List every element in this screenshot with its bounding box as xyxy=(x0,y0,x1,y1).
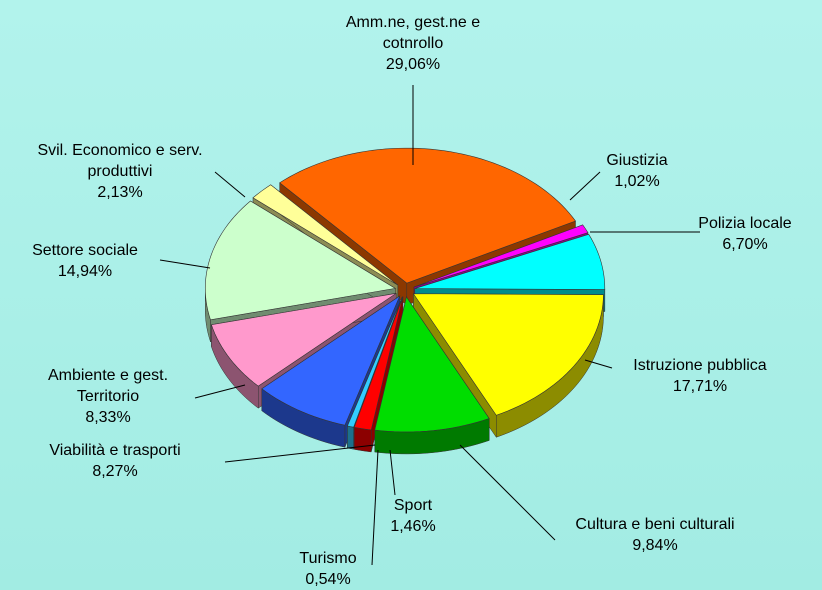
slice-side xyxy=(353,427,372,453)
leader-line xyxy=(214,171,246,198)
leader-line xyxy=(459,444,556,541)
category-name: Cultura e beni culturali xyxy=(575,516,735,533)
category-name: Viabilità e trasporti xyxy=(49,442,181,459)
category-name: Istruzione pubblica xyxy=(633,357,767,374)
slice xyxy=(211,293,397,387)
category-name: Polizia locale xyxy=(698,215,792,232)
slice-label: Ambiente e gest. Territorio 8,33% xyxy=(3,365,213,428)
percent-label: 1,46% xyxy=(390,518,436,535)
leader-line xyxy=(159,259,211,269)
percent-label: 8,33% xyxy=(85,409,131,426)
category-name: Svil. Economico e serv. produttivi xyxy=(37,142,203,180)
leader-line xyxy=(194,384,246,399)
category-name: Giustizia xyxy=(606,152,668,169)
leader-line xyxy=(569,171,601,201)
slice xyxy=(374,296,490,455)
category-name: Amm.ne, gest.ne e cotnrollo xyxy=(345,14,481,52)
slice xyxy=(414,233,606,290)
percent-label: 14,94% xyxy=(57,263,113,280)
slice-label: Istruzione pubblica 17,71% xyxy=(595,355,805,397)
slice-side xyxy=(347,425,354,450)
slice xyxy=(279,147,576,284)
slice xyxy=(204,200,397,321)
slice xyxy=(353,296,404,453)
slice-label: Giustizia 1,02% xyxy=(532,150,742,192)
slice-label: Amm.ne, gest.ne e cotnrollo 29,06% xyxy=(308,12,518,75)
percent-label: 2,13% xyxy=(97,184,143,201)
slice xyxy=(353,296,404,431)
percent-label: 8,27% xyxy=(92,463,138,480)
slice-label: Polizia locale 6,70% xyxy=(640,213,822,255)
slice xyxy=(346,296,403,428)
percent-label: 1,02% xyxy=(614,173,660,190)
slice xyxy=(261,295,401,448)
slice xyxy=(261,295,401,426)
category-name: Settore sociale xyxy=(32,242,138,259)
percent-label: 6,70% xyxy=(722,236,768,253)
slice-label: Settore sociale 14,94% xyxy=(0,240,190,282)
leader-line xyxy=(224,444,376,463)
slice xyxy=(374,296,490,433)
slice-label: Cultura e beni culturali 9,84% xyxy=(550,514,760,556)
slice-label: Viabilità e trasporti 8,27% xyxy=(10,440,220,482)
category-name: Turismo xyxy=(299,550,357,567)
slice-label: Svil. Economico e serv. produttivi 2,13% xyxy=(15,140,225,203)
slice xyxy=(413,224,589,288)
slice xyxy=(412,293,604,416)
category-name: Sport xyxy=(393,497,433,514)
slice xyxy=(252,184,399,286)
leader-line xyxy=(371,449,379,566)
percent-label: 17,71% xyxy=(672,378,728,395)
percent-label: 29,06% xyxy=(385,56,441,73)
percent-label: 9,84% xyxy=(632,537,678,554)
slice-label: Sport 1,46% xyxy=(308,495,518,537)
slice-label: Turismo 0,54% xyxy=(223,548,433,590)
category-name: Ambiente e gest. Territorio xyxy=(47,367,169,405)
percent-label: 0,54% xyxy=(305,571,351,588)
leader-line xyxy=(389,449,396,496)
leader-line xyxy=(584,359,613,369)
